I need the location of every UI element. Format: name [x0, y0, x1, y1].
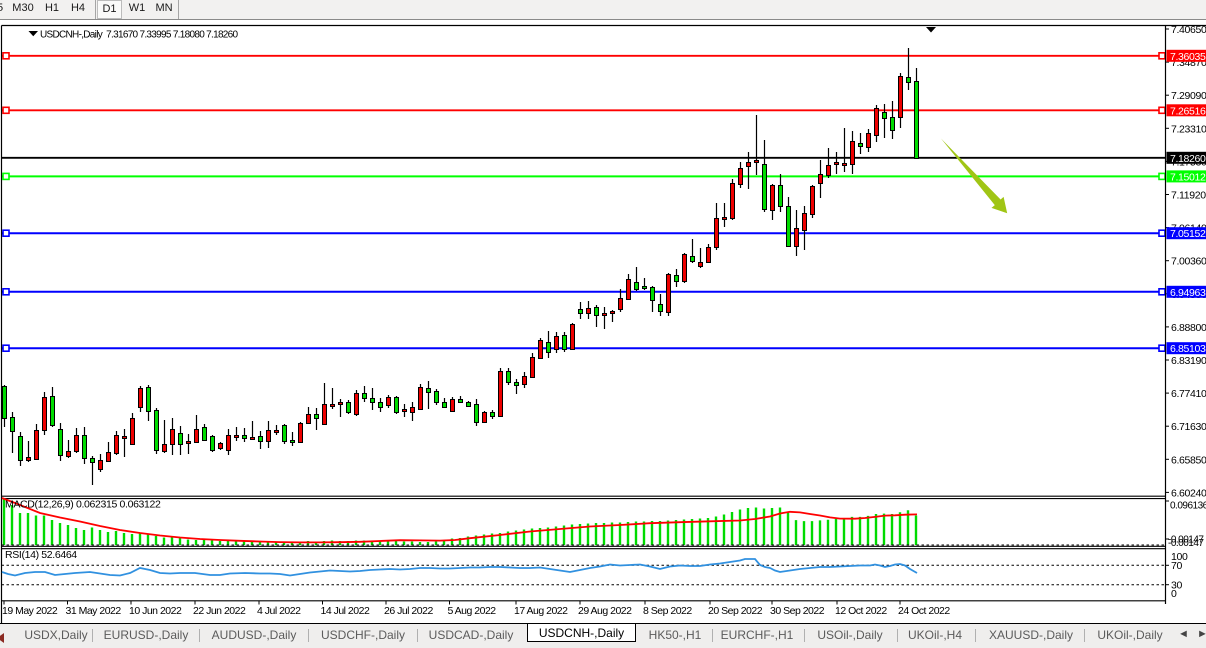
- svg-text:100: 100: [1171, 551, 1188, 563]
- svg-text:7.40650: 7.40650: [1171, 24, 1206, 36]
- svg-text:6.71630: 6.71630: [1171, 421, 1206, 433]
- svg-text:22 Jun 2022: 22 Jun 2022: [193, 605, 246, 617]
- svg-text:-0.00147: -0.00147: [1168, 535, 1204, 546]
- svg-text:7.23310: 7.23310: [1171, 123, 1206, 135]
- svg-text:6.85103: 6.85103: [1170, 343, 1206, 355]
- svg-text:7.15012: 7.15012: [1170, 171, 1206, 183]
- svg-text:6.83190: 6.83190: [1171, 355, 1206, 367]
- svg-text:30 Sep 2022: 30 Sep 2022: [770, 605, 825, 617]
- svg-text:29 Aug 2022: 29 Aug 2022: [578, 605, 632, 617]
- svg-text:6.77410: 6.77410: [1171, 388, 1206, 400]
- svg-text:4 Jul 2022: 4 Jul 2022: [257, 605, 301, 617]
- svg-text:6.60240: 6.60240: [1171, 487, 1206, 499]
- svg-text:24 Oct 2022: 24 Oct 2022: [898, 605, 950, 617]
- svg-text:17 Aug 2022: 17 Aug 2022: [514, 605, 568, 617]
- svg-text:31 May 2022: 31 May 2022: [66, 605, 122, 617]
- svg-text:7.05152: 7.05152: [1170, 228, 1206, 240]
- svg-text:7.26516: 7.26516: [1170, 105, 1206, 117]
- svg-text:7.29090: 7.29090: [1171, 90, 1206, 102]
- svg-text:12 Oct 2022: 12 Oct 2022: [835, 605, 887, 617]
- svg-text:-0.00147: -0.00147: [1168, 538, 1204, 549]
- svg-text:7.11920: 7.11920: [1171, 190, 1206, 202]
- svg-text:MACD(12,26,9) 0.062315 0.06312: MACD(12,26,9) 0.062315 0.063122: [5, 499, 161, 511]
- svg-text:6.94963: 6.94963: [1170, 287, 1206, 299]
- svg-text:RSI(14) 52.6464: RSI(14) 52.6464: [5, 549, 77, 561]
- svg-text:8 Sep 2022: 8 Sep 2022: [643, 605, 692, 617]
- svg-text:0.096136: 0.096136: [1170, 501, 1206, 512]
- svg-text:10 Jun 2022: 10 Jun 2022: [129, 605, 182, 617]
- svg-text:26 Jul 2022: 26 Jul 2022: [384, 605, 433, 617]
- svg-text:14 Jul 2022: 14 Jul 2022: [321, 605, 370, 617]
- svg-text:7.36035: 7.36035: [1170, 51, 1206, 63]
- svg-text:6.65850: 6.65850: [1171, 454, 1206, 466]
- svg-text:7.18260: 7.18260: [1170, 153, 1206, 165]
- svg-text:19 May 2022: 19 May 2022: [2, 605, 58, 617]
- svg-text:7.00360: 7.00360: [1171, 256, 1206, 268]
- svg-text:USDCNH-,Daily 7.31670 7.33995: USDCNH-,Daily 7.31670 7.33995 7.18080 7.…: [40, 30, 239, 41]
- svg-text:0: 0: [1171, 588, 1177, 600]
- svg-text:5 Aug 2022: 5 Aug 2022: [448, 605, 497, 617]
- svg-text:70: 70: [1171, 560, 1182, 572]
- svg-text:20 Sep 2022: 20 Sep 2022: [708, 605, 763, 617]
- svg-text:6.88800: 6.88800: [1171, 322, 1206, 334]
- svg-text:30: 30: [1171, 580, 1182, 592]
